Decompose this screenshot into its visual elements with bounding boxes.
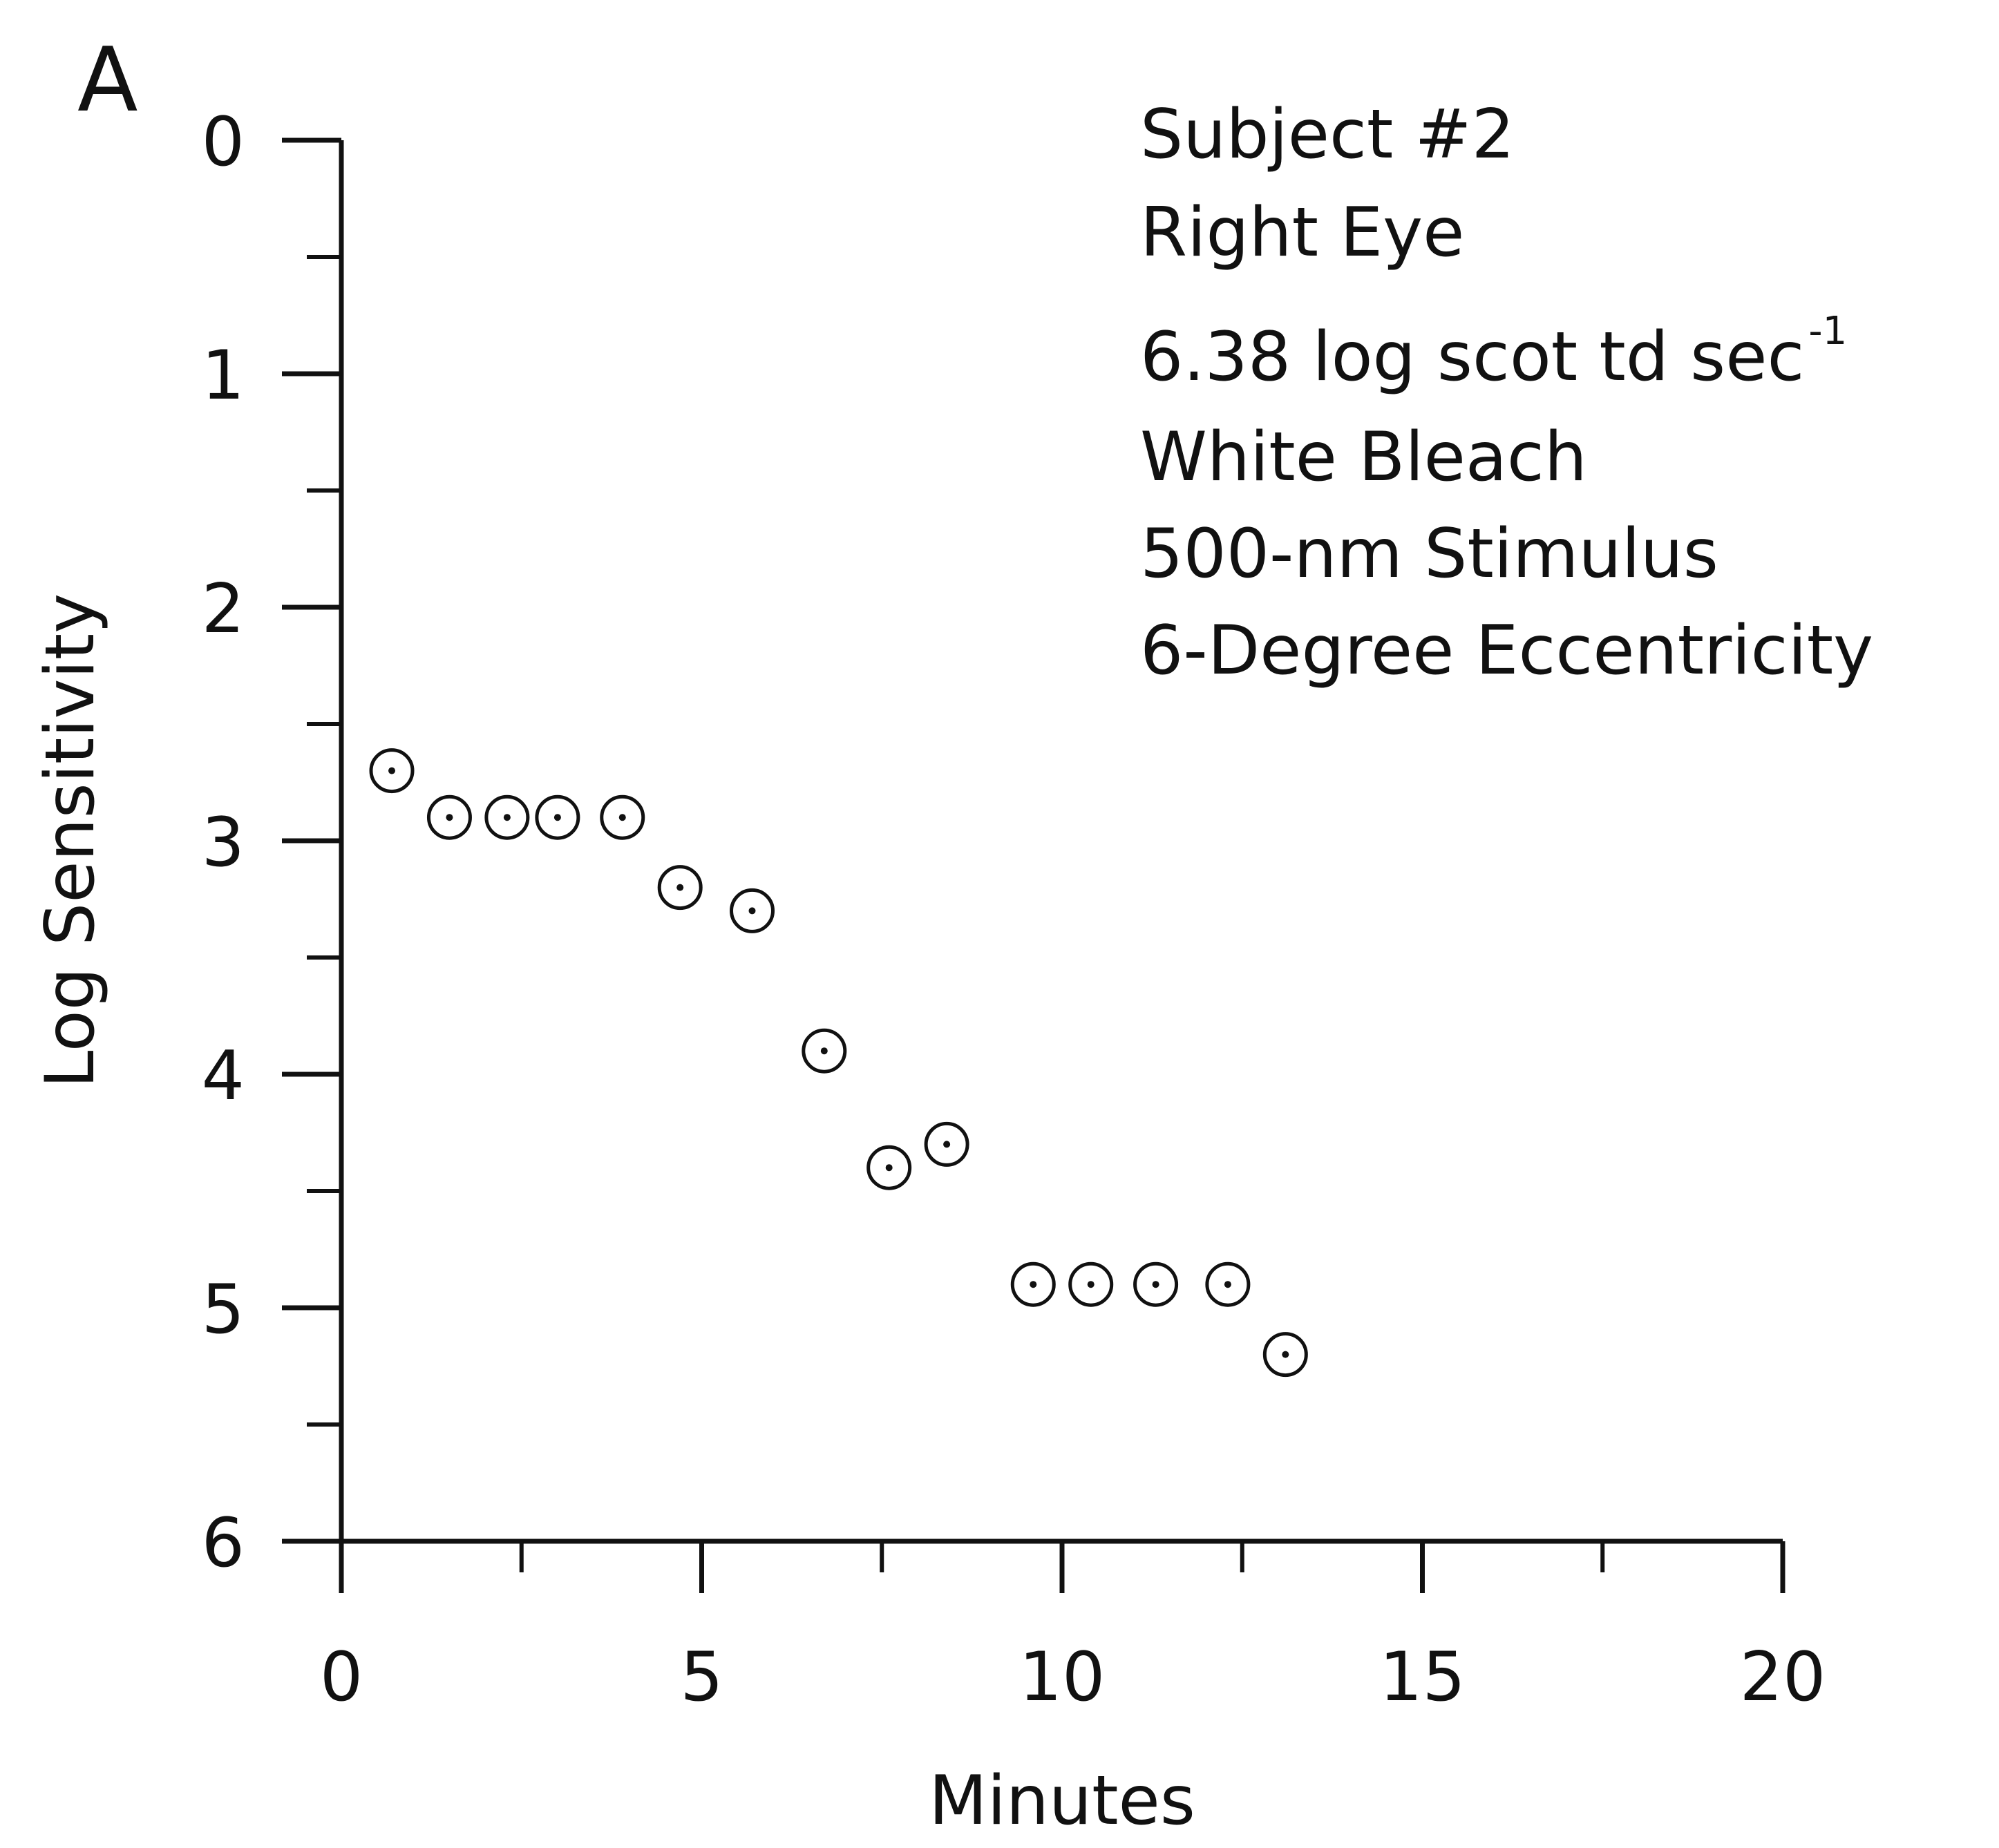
data-point-center: [504, 814, 511, 821]
data-point: [804, 1030, 845, 1071]
data-point-center: [1030, 1281, 1036, 1288]
annotation-line-eye: Right Eye: [1140, 193, 1464, 272]
x-tick-label: 0: [320, 1638, 363, 1717]
annotation-bleach-intensity-superscript: -1: [1808, 309, 1847, 354]
data-point: [486, 797, 528, 838]
x-axis-title: Minutes: [929, 1762, 1195, 1840]
annotation-line-bleach-intensity: 6.38 log scot td sec-1: [1140, 309, 1847, 397]
data-point-center: [943, 1141, 950, 1147]
data-point: [1070, 1264, 1112, 1305]
y-ticks: [282, 140, 341, 1541]
data-point: [1207, 1264, 1249, 1305]
x-tick-label: 20: [1740, 1638, 1826, 1717]
data-point-center: [446, 814, 453, 821]
data-point: [371, 750, 413, 792]
panel-label: A: [77, 29, 138, 132]
data-point-center: [821, 1047, 828, 1054]
data-point-center: [676, 884, 683, 891]
data-point: [869, 1147, 910, 1188]
y-tick-labels: 0 1 2 3 4 5 6: [202, 103, 245, 1583]
x-ticks: [341, 1541, 1783, 1593]
y-tick-label: 3: [202, 803, 245, 882]
y-tick-label: 1: [202, 336, 245, 415]
data-point-center: [1088, 1281, 1095, 1288]
data-points: [371, 750, 1306, 1375]
data-point-center: [554, 814, 561, 821]
annotation-block: Subject #2 Right Eye 6.38 log scot td se…: [1140, 95, 1873, 690]
data-point: [602, 797, 643, 838]
data-point-center: [388, 768, 395, 774]
y-tick-label: 6: [202, 1504, 245, 1583]
data-point: [1012, 1264, 1054, 1305]
data-point: [428, 797, 470, 838]
y-tick-label: 0: [202, 103, 245, 182]
annotation-line-bleach-type: White Bleach: [1140, 418, 1587, 497]
data-point-center: [1224, 1281, 1231, 1288]
annotation-line-subject: Subject #2: [1140, 95, 1515, 174]
data-point-center: [886, 1164, 893, 1171]
y-tick-label: 5: [202, 1270, 245, 1349]
data-point: [732, 890, 773, 931]
annotation-bleach-intensity-text: 6.38 log scot td sec: [1140, 318, 1804, 397]
data-point: [659, 867, 701, 908]
x-tick-label: 15: [1379, 1638, 1466, 1717]
data-point: [926, 1123, 967, 1165]
data-point: [1264, 1334, 1306, 1375]
y-axis-title: Log Sensitivity: [31, 593, 110, 1088]
data-point-center: [1282, 1351, 1289, 1358]
data-point: [537, 797, 578, 838]
x-tick-label: 5: [680, 1638, 723, 1717]
data-point-center: [749, 907, 756, 914]
data-point-center: [619, 814, 626, 821]
x-tick-labels: 0 5 10 15 20: [320, 1638, 1826, 1717]
y-tick-label: 2: [202, 570, 245, 649]
annotation-line-eccentricity: 6-Degree Eccentricity: [1140, 611, 1873, 690]
data-point: [1135, 1264, 1177, 1305]
y-tick-label: 4: [202, 1037, 245, 1116]
data-point-center: [1153, 1281, 1159, 1288]
annotation-line-stimulus: 500-nm Stimulus: [1140, 515, 1718, 593]
x-tick-label: 10: [1019, 1638, 1106, 1717]
